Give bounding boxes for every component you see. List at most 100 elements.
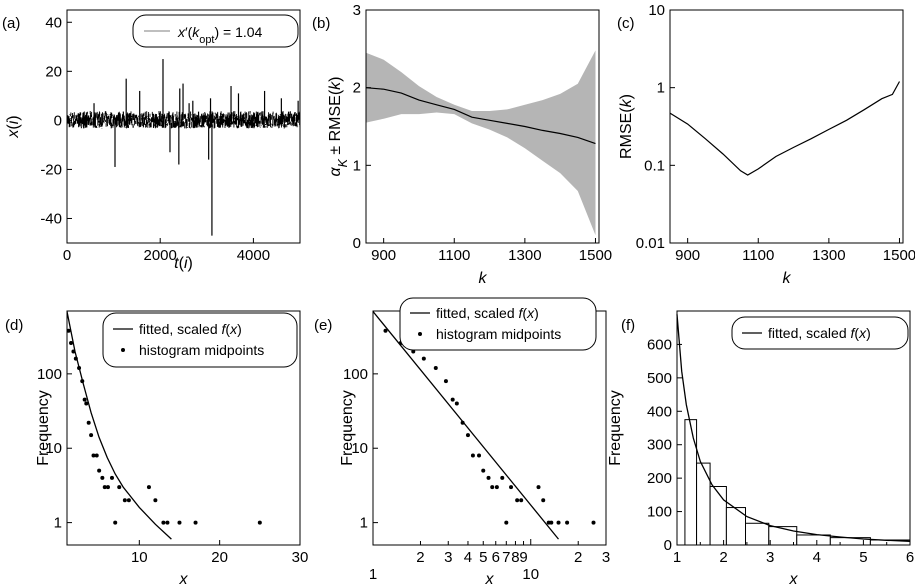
data-point xyxy=(519,498,524,503)
panel-label: (c) xyxy=(617,15,635,32)
y-tick-label: 40 xyxy=(45,14,62,31)
data-point xyxy=(515,498,520,503)
x-tick-label: 3 xyxy=(602,549,610,566)
x-axis-label: k xyxy=(783,270,792,287)
x-tick-label: 10 xyxy=(522,566,539,583)
data-point xyxy=(113,520,118,525)
data-point xyxy=(470,453,475,458)
fit-curve xyxy=(676,314,911,542)
legend-label-fit-part: ( xyxy=(854,325,859,341)
data-point xyxy=(460,420,465,425)
x-axis-label-part: x xyxy=(179,571,189,588)
data-point xyxy=(161,520,166,525)
data-point xyxy=(477,453,482,458)
x-tick-label: 30 xyxy=(292,549,309,566)
y-axis-label-part: ) xyxy=(618,94,635,99)
data-point xyxy=(146,485,151,490)
x-axis-label-part: i xyxy=(184,255,188,272)
fit-curve xyxy=(373,311,560,540)
data-point xyxy=(89,433,94,438)
legend-label-fit: fitted, scaled f(x) xyxy=(436,305,539,321)
x-axis-label: k xyxy=(479,270,488,287)
data-point xyxy=(433,365,438,370)
legend-label-part: opt xyxy=(199,34,214,46)
data-point xyxy=(66,328,71,333)
y-tick-label: 0.01 xyxy=(636,235,665,252)
plot-frame xyxy=(669,9,904,244)
x-axis-label-part: ( xyxy=(179,255,185,272)
y-tick-label: 100 xyxy=(343,366,368,383)
legend-label-fit-part: ) xyxy=(866,325,871,341)
x-tick-label: 4 xyxy=(813,549,821,566)
y-tick-label: 1 xyxy=(54,515,62,532)
x-tick-label: 1100 xyxy=(742,247,774,264)
y-tick-label: 500 xyxy=(647,370,672,387)
legend-box xyxy=(399,297,597,351)
legend-box xyxy=(102,312,298,368)
legend-label-fit-part: f xyxy=(851,325,857,341)
panel-d: 10 20 30 1 10 100 x Frequency (d) fitted, scaled … xyxy=(5,310,309,588)
data-point xyxy=(536,485,541,490)
y-tick-label: 600 xyxy=(647,336,672,353)
y-tick-label: 100 xyxy=(37,366,62,383)
x-tick-label: 6 xyxy=(906,549,914,566)
x-tick-label: 6 xyxy=(492,549,500,566)
legend-label-fit-part: ) xyxy=(237,321,242,337)
x-tick-label: 900 xyxy=(675,247,700,264)
data-point xyxy=(443,379,448,384)
data-point xyxy=(97,468,102,473)
panel-label: (b) xyxy=(312,15,330,32)
data-point xyxy=(509,485,514,490)
data-point xyxy=(94,453,99,458)
data-point xyxy=(257,520,262,525)
x-axis-label-part: t xyxy=(174,255,179,272)
data-point xyxy=(165,520,170,525)
x-tick-label: 1100 xyxy=(438,247,470,264)
y-axis-label-part: ) xyxy=(5,115,22,120)
x-tick-label: 8 xyxy=(511,549,519,566)
panel-label: (a) xyxy=(2,15,20,32)
plot-frame xyxy=(66,310,301,546)
histogram-bar xyxy=(684,419,698,546)
x-tick-label: 2 xyxy=(574,549,582,566)
histogram-bar xyxy=(696,462,711,546)
y-axis-label-part: x xyxy=(5,129,22,139)
x-axis-label-part: ) xyxy=(188,255,193,272)
data-point xyxy=(126,498,131,503)
y-axis-label-part: ) xyxy=(327,76,344,81)
x-tick-label: 2000 xyxy=(144,247,177,264)
data-point xyxy=(102,485,107,490)
x-tick-label: 4 xyxy=(464,549,472,566)
y-axis-label: x(i) xyxy=(5,115,22,138)
alpha-line xyxy=(365,87,596,145)
data-point xyxy=(109,475,114,480)
y-tick-label: 0 xyxy=(353,235,361,252)
legend-label-fit-part: x xyxy=(229,321,238,337)
legend-box xyxy=(132,14,299,48)
data-point xyxy=(383,328,388,333)
y-axis-label-part: k xyxy=(618,98,635,107)
data-point xyxy=(91,453,96,458)
y-tick-label: 0 xyxy=(664,537,672,554)
x-axis-label: t(i) xyxy=(174,255,193,272)
legend-label-fit-part: x xyxy=(858,325,867,341)
data-point xyxy=(100,475,105,480)
y-axis-label: Frequency xyxy=(339,390,356,466)
data-point xyxy=(556,520,561,525)
data-point xyxy=(177,520,182,525)
data-point xyxy=(591,520,596,525)
x-tick-label: 20 xyxy=(211,549,228,566)
data-point xyxy=(86,420,91,425)
legend-label-fit: fitted, scaled f(x) xyxy=(768,325,871,341)
x-tick-label: 7 xyxy=(502,549,510,566)
y-tick-label: 400 xyxy=(647,403,672,420)
histogram-bar xyxy=(768,526,798,546)
legend-label-part: ) = 1.04 xyxy=(214,24,262,40)
x-tick-label: 1300 xyxy=(508,247,541,264)
data-point xyxy=(153,498,158,503)
legend-label-points: histogram midpoints xyxy=(436,326,561,342)
x-tick-label: 4000 xyxy=(237,247,270,264)
y-tick-label: 10 xyxy=(648,2,665,19)
y-tick-label: 0.1 xyxy=(644,157,665,174)
